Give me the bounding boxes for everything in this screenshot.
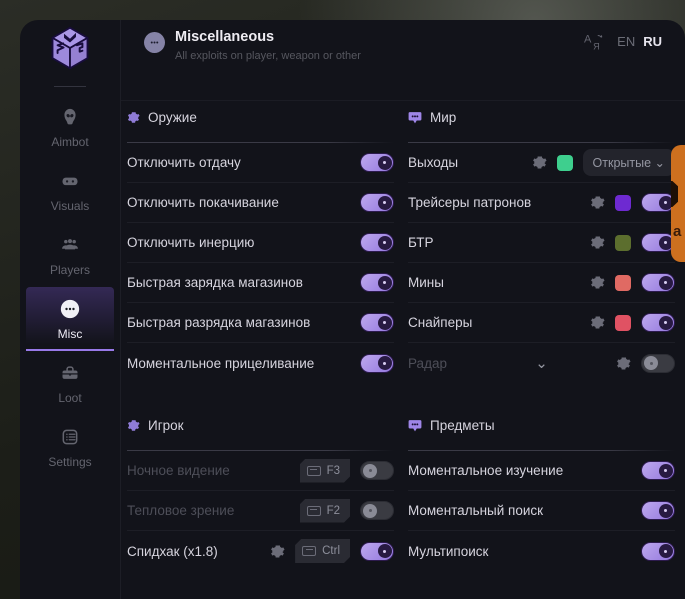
svg-text:Я: Я bbox=[593, 42, 600, 51]
svg-text:A: A bbox=[584, 33, 592, 45]
